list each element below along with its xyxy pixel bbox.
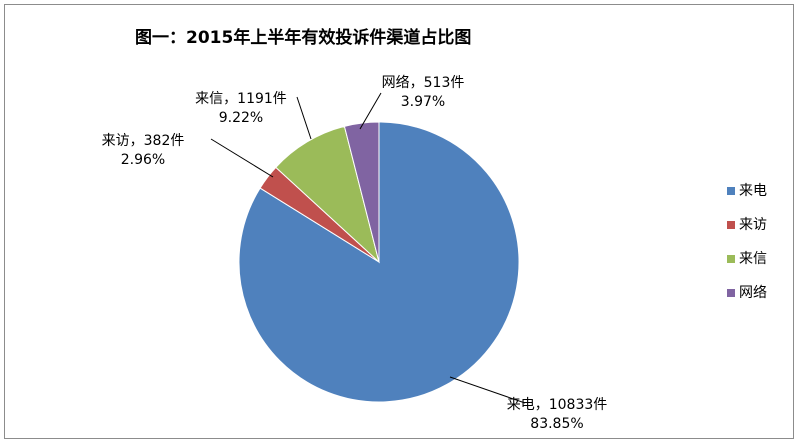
pie-slice-3 xyxy=(343,121,380,263)
chart-frame: 图一：2015年上半年有效投诉件渠道占比图 来电，10833件 83.85% 来访，… xyxy=(4,4,794,439)
legend-label-0: 来电 xyxy=(739,183,767,199)
pie-chart: 图一：2015年上半年有效投诉件渠道占比图 来电，10833件 83.85% 来访，… xyxy=(102,27,767,432)
data-label-0: 来电，10833件 83.85% xyxy=(507,397,608,432)
legend-label-2: 来信 xyxy=(739,251,767,267)
leader-line-3 xyxy=(359,92,382,130)
data-labels: 来电，10833件 83.85% 来访，382件 2.96% 来信，1191件 9.22%… xyxy=(102,75,608,432)
pie-slice-2 xyxy=(275,125,380,264)
legend-swatch-2 xyxy=(727,255,735,263)
leader-line-2 xyxy=(296,96,312,140)
legend-swatch-1 xyxy=(727,221,735,229)
data-label-3: 网络，513件 3.97% xyxy=(382,75,465,110)
leader-lines xyxy=(210,92,526,404)
legend-label-3: 网络 xyxy=(739,285,767,301)
chart-title: 图一：2015年上半年有效投诉件渠道占比图 xyxy=(135,27,471,48)
data-label-1: 来访，382件 2.96% xyxy=(102,133,185,168)
data-label-2: 来信，1191件 9.22% xyxy=(195,91,287,126)
legend-label-1: 来访 xyxy=(739,217,767,233)
legend-swatch-0 xyxy=(727,187,735,195)
leader-line-0 xyxy=(449,376,526,404)
leader-line-1 xyxy=(210,138,274,178)
pie-slices xyxy=(238,121,520,403)
legend-swatch-3 xyxy=(727,289,735,297)
